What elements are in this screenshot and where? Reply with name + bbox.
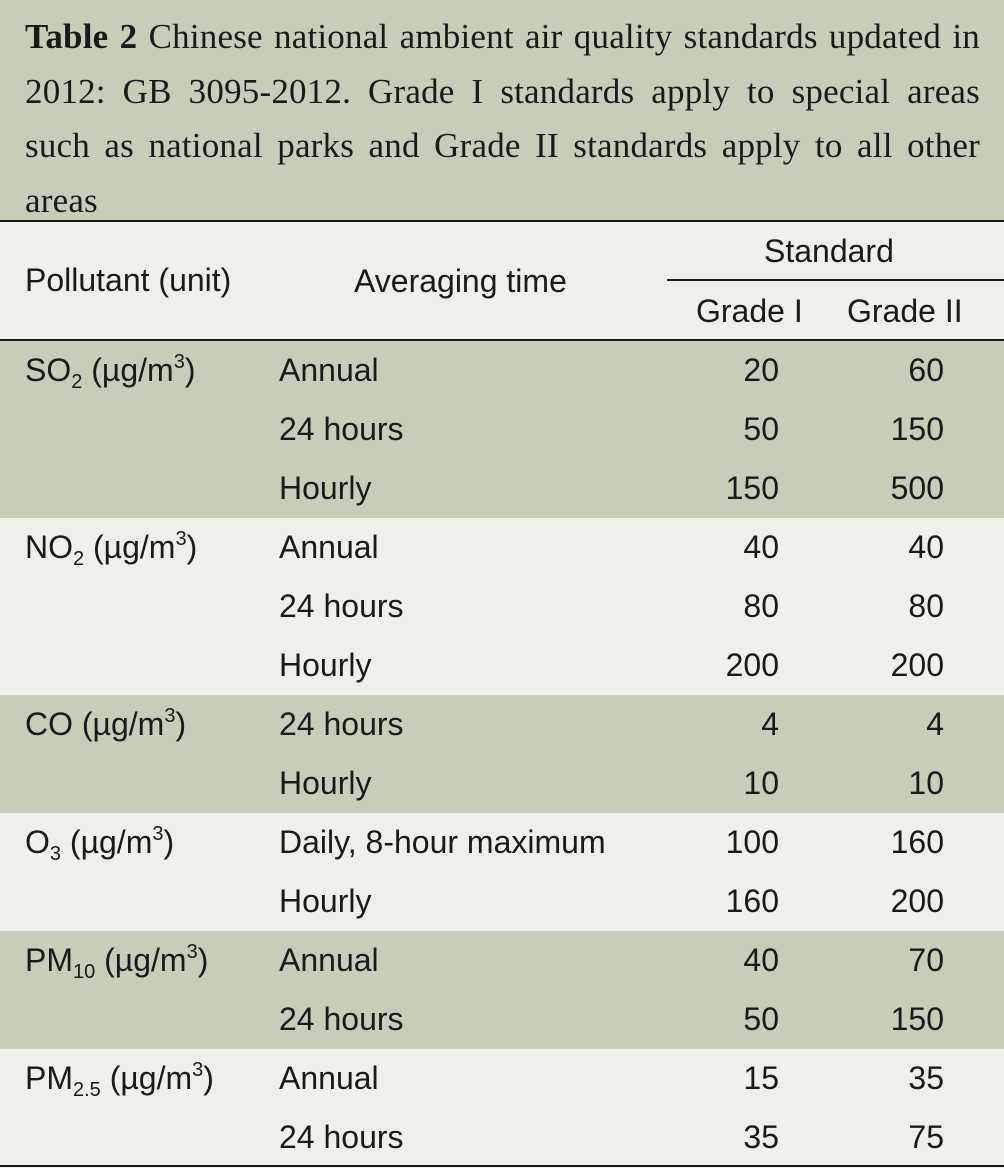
grade-1-cell: 150 xyxy=(725,470,779,506)
grade-2-cell: 70 xyxy=(908,942,944,978)
grade-2-cell: 40 xyxy=(908,529,944,565)
table-row: 24 hours 80 80 xyxy=(0,577,1004,636)
averaging-time-cell: 24 hours xyxy=(279,588,404,624)
table-header: Pollutant (unit) Averaging time Standard… xyxy=(0,222,1004,339)
header-grade-1: Grade I xyxy=(696,293,803,329)
pollutant-group: NO2 (µg/m3) Annual 40 40 24 hours 80 80 Hourly 2… xyxy=(0,518,1004,695)
pollutant-group: CO (µg/m3) 24 hours 4 4 Hourly 10 10 xyxy=(0,695,1004,813)
grade-1-cell: 40 xyxy=(743,942,779,978)
table-caption-text: Chinese national ambient air quality sta… xyxy=(25,17,980,220)
table-row: Hourly 160 200 xyxy=(0,872,1004,931)
grade-2-cell: 150 xyxy=(890,1001,944,1037)
table-row: PM10 (µg/m3) Annual 40 70 xyxy=(0,931,1004,990)
averaging-time-cell: Annual xyxy=(279,942,379,978)
grade-1-cell: 200 xyxy=(725,647,779,683)
table-row: O3 (µg/m3) Daily, 8-hour maximum 100 160 xyxy=(0,813,1004,872)
grade-2-cell: 500 xyxy=(890,470,944,506)
table-label: Table 2 xyxy=(25,17,138,56)
header-standard: Standard xyxy=(764,233,894,269)
header-rule xyxy=(0,339,1004,341)
grade-2-cell: 75 xyxy=(908,1119,944,1155)
pollutant-cell: NO2 (µg/m3) xyxy=(25,528,198,570)
pollutant-group: PM10 (µg/m3) Annual 40 70 24 hours 50 150 xyxy=(0,931,1004,1049)
grade-2-cell: 200 xyxy=(890,883,944,919)
grade-1-cell: 160 xyxy=(725,883,779,919)
pollutant-cell: CO (µg/m3) xyxy=(25,705,187,742)
table-row: CO (µg/m3) 24 hours 4 4 xyxy=(0,695,1004,754)
pollutant-cell: PM2.5 (µg/m3) xyxy=(25,1059,214,1101)
grade-2-cell: 35 xyxy=(908,1060,944,1096)
averaging-time-cell: Hourly xyxy=(279,647,372,683)
table-row: 24 hours 50 150 xyxy=(0,400,1004,459)
averaging-time-cell: Annual xyxy=(279,352,379,388)
grade-2-cell: 200 xyxy=(890,647,944,683)
header-pollutant: Pollutant (unit) xyxy=(25,262,232,298)
header-standard-rule xyxy=(667,279,1004,281)
table-row: 24 hours 35 75 xyxy=(0,1108,1004,1167)
grade-2-cell: 60 xyxy=(908,352,944,388)
averaging-time-cell: 24 hours xyxy=(279,411,404,447)
table-row: PM2.5 (µg/m3) Annual 15 35 xyxy=(0,1049,1004,1108)
pollutant-cell: O3 (µg/m3) xyxy=(25,823,175,865)
table-row: Hourly 10 10 xyxy=(0,754,1004,813)
averaging-time-cell: 24 hours xyxy=(279,1001,404,1037)
pollutant-group: SO2 (µg/m3) Annual 20 60 24 hours 50 150 Hourly… xyxy=(0,341,1004,518)
grade-1-cell: 100 xyxy=(725,824,779,860)
averaging-time-cell: Hourly xyxy=(279,765,372,801)
grade-1-cell: 15 xyxy=(743,1060,779,1096)
table-caption: Table 2 Chinese national ambient air qua… xyxy=(0,0,1004,220)
grade-2-cell: 150 xyxy=(890,411,944,447)
averaging-time-cell: Annual xyxy=(279,1060,379,1096)
caption-rule xyxy=(0,220,1004,222)
table-row: Hourly 150 500 xyxy=(0,459,1004,518)
table-row: Hourly 200 200 xyxy=(0,636,1004,695)
averaging-time-cell: 24 hours xyxy=(279,1119,404,1155)
grade-1-cell: 10 xyxy=(743,765,779,801)
grade-2-cell: 160 xyxy=(890,824,944,860)
pollutant-group: O3 (µg/m3) Daily, 8-hour maximum 100 160 Hou… xyxy=(0,813,1004,931)
averaging-time-cell: Annual xyxy=(279,529,379,565)
averaging-time-cell: Hourly xyxy=(279,470,372,506)
header-grade-2: Grade II xyxy=(847,293,963,329)
grade-1-cell: 80 xyxy=(743,588,779,624)
grade-2-cell: 4 xyxy=(926,706,944,742)
pollutant-cell: SO2 (µg/m3) xyxy=(25,351,196,393)
averaging-time-cell: 24 hours xyxy=(279,706,404,742)
grade-2-cell: 10 xyxy=(908,765,944,801)
grade-2-cell: 80 xyxy=(908,588,944,624)
grade-1-cell: 40 xyxy=(743,529,779,565)
header-averaging-time: Averaging time xyxy=(354,263,567,299)
averaging-time-cell: Hourly xyxy=(279,883,372,919)
table-row: SO2 (µg/m3) Annual 20 60 xyxy=(0,341,1004,400)
table-row: 24 hours 50 150 xyxy=(0,990,1004,1049)
pollutant-group: PM2.5 (µg/m3) Annual 15 35 24 hours 35 75 xyxy=(0,1049,1004,1167)
grade-1-cell: 4 xyxy=(761,706,779,742)
table-row: NO2 (µg/m3) Annual 40 40 xyxy=(0,518,1004,577)
bottom-rule xyxy=(0,1165,1004,1167)
averaging-time-cell: Daily, 8-hour maximum xyxy=(279,824,606,860)
grade-1-cell: 35 xyxy=(743,1119,779,1155)
grade-1-cell: 50 xyxy=(743,1001,779,1037)
pollutant-cell: PM10 (µg/m3) xyxy=(25,941,209,983)
grade-1-cell: 20 xyxy=(743,352,779,388)
grade-1-cell: 50 xyxy=(743,411,779,447)
